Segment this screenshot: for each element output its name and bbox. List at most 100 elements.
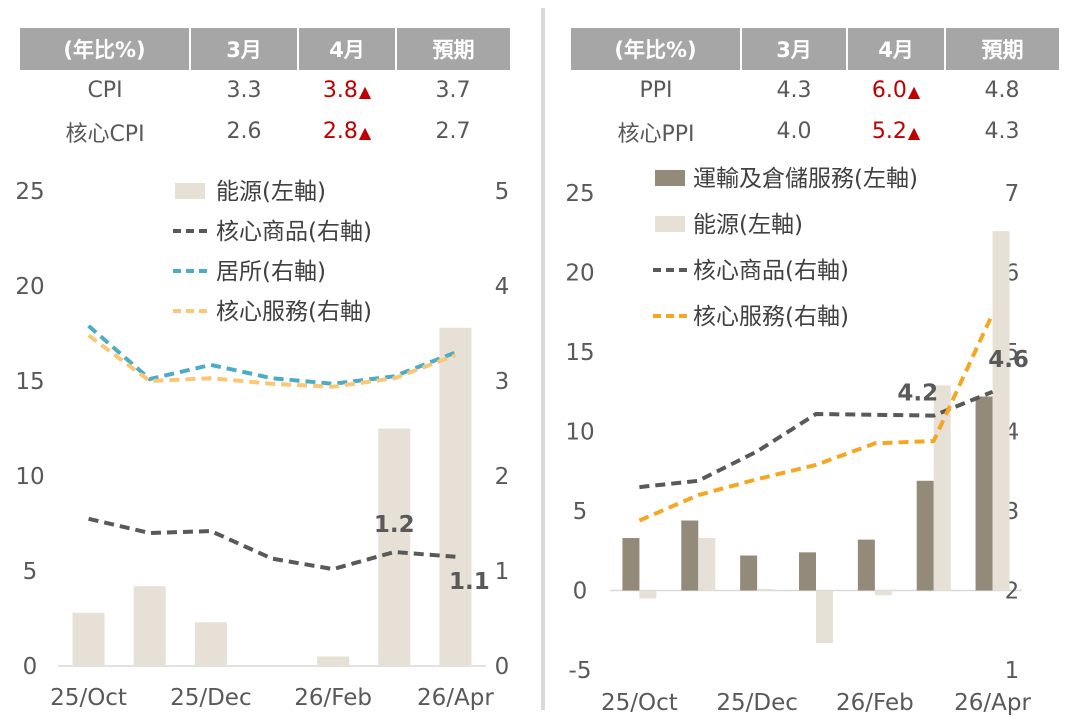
left-axis-tick-label: -5	[569, 658, 592, 684]
left-axis-tick-label: 0	[23, 654, 38, 680]
data-label: 4.6	[988, 347, 1029, 373]
bar	[799, 552, 816, 591]
x-axis-tick-label: 25/Dec	[716, 690, 798, 716]
bar	[874, 590, 892, 596]
x-axis-tick-label: 26/Apr	[417, 685, 494, 711]
bar	[622, 538, 640, 591]
right-axis-tick-label: 5	[495, 179, 510, 205]
ppi-table: (年比%) 3月 4月 預期 PPI 4.3 6.0▲ 4.8 核心PPI 4.…	[571, 28, 1059, 152]
left-axis-tick-label: 5	[573, 499, 588, 525]
table-header-cell: 3月	[190, 28, 299, 70]
cpi-panel: (年比%) 3月 4月 預期 CPI 3.3 3.8▲ 3.7 核心CPI 2.…	[15, 28, 510, 711]
legend-label: 能源(左軸)	[216, 179, 326, 205]
row-label: PPI	[639, 78, 673, 103]
expected-value: 3.7	[435, 78, 471, 103]
table-row: PPI 4.3 6.0▲ 4.8	[571, 70, 1059, 111]
right-axis-tick-label: 2	[495, 464, 510, 490]
bar	[740, 555, 758, 591]
table-header-cell: 預期	[945, 28, 1059, 70]
series-line	[87, 333, 457, 389]
left-axis-tick-label: 15	[15, 369, 44, 395]
right-axis-tick-label: 3	[495, 369, 510, 395]
data-label: 1.1	[449, 569, 490, 595]
x-axis-tick-label: 26/Feb	[836, 690, 914, 716]
right-axis-tick-label: 1	[1005, 658, 1020, 684]
left-axis-tick-label: 5	[23, 559, 38, 585]
bar	[439, 327, 472, 666]
bar	[317, 656, 350, 666]
table-row: CPI 3.3 3.8▲ 3.7	[20, 70, 510, 111]
up-arrow-icon: ▲	[907, 123, 921, 142]
left-axis-tick-label: 15	[565, 340, 594, 366]
table-header-cell: 4月	[298, 28, 397, 70]
march-value: 2.6	[226, 119, 262, 144]
x-axis-tick-label: 25/Dec	[170, 685, 252, 711]
legend-label: 運輸及倉儲服務(左軸)	[693, 166, 918, 192]
table-header-cell: (年比%)	[20, 28, 191, 70]
bar	[698, 538, 716, 591]
row-label: CPI	[87, 78, 123, 103]
bar	[133, 586, 166, 666]
bar	[378, 428, 411, 666]
table-header-cell: 4月	[847, 28, 946, 70]
april-value: 2.8	[322, 119, 358, 144]
expected-value: 2.7	[435, 119, 471, 144]
x-axis-tick-label: 26/Feb	[294, 685, 372, 711]
left-axis-tick-label: 0	[573, 579, 588, 605]
left-axis-tick-label: 10	[15, 464, 44, 490]
april-value: 3.8	[322, 78, 358, 103]
x-axis-tick-label: 25/Oct	[50, 685, 127, 711]
right-axis-tick-label: 1	[495, 559, 510, 585]
data-label: 1.2	[374, 512, 415, 538]
up-arrow-icon: ▲	[907, 82, 921, 101]
legend-label: 核心服務(右軸)	[216, 299, 372, 325]
left-axis-tick-label: 25	[15, 179, 44, 205]
april-value-cell: 3.8▲	[298, 70, 396, 111]
march-value: 4.3	[776, 78, 812, 103]
cpi-table: (年比%) 3月 4月 預期 CPI 3.3 3.8▲ 3.7 核心CPI 2.…	[20, 28, 510, 152]
left-axis-tick-label: 25	[565, 181, 594, 207]
legend-label: 核心服務(右軸)	[693, 304, 849, 330]
march-value: 4.0	[776, 119, 812, 144]
april-value-cell: 6.0▲	[847, 70, 945, 111]
expected-value: 4.3	[984, 119, 1020, 144]
panel-divider	[541, 8, 545, 710]
series-line	[638, 312, 995, 523]
bar	[933, 385, 951, 591]
row-label: 核心CPI	[65, 121, 145, 147]
series-line	[639, 389, 994, 490]
legend-swatch	[655, 216, 685, 232]
march-value: 3.3	[226, 78, 262, 103]
bar	[975, 396, 993, 591]
table-header-cell: 預期	[396, 28, 510, 70]
april-value-cell: 2.8▲	[298, 111, 396, 152]
table-header-cell: (年比%)	[571, 28, 742, 70]
april-value: 5.2	[871, 119, 907, 144]
table-header-row: (年比%) 3月 4月 預期	[571, 28, 1059, 70]
left-axis-tick-label: 20	[565, 261, 594, 287]
legend-swatch	[655, 170, 685, 186]
row-label: 核心PPI	[617, 121, 695, 147]
table-header-cell: 3月	[741, 28, 848, 70]
x-axis-tick-label: 26/Apr	[954, 690, 1031, 716]
bar	[816, 590, 833, 643]
up-arrow-icon: ▲	[358, 82, 372, 101]
legend-label: 核心商品(右軸)	[693, 258, 849, 284]
bar	[757, 588, 775, 591]
x-axis-tick-label: 25/Oct	[601, 690, 678, 716]
right-axis-tick-label: 4	[495, 274, 510, 300]
right-axis-tick-label: 7	[1005, 181, 1020, 207]
ppi-panel: (年比%) 3月 4月 預期 PPI 4.3 6.0▲ 4.8 核心PPI 4.…	[548, 0, 1077, 718]
left-axis-tick-label: 20	[15, 274, 44, 300]
bar	[992, 231, 1010, 591]
cpi-components-chart: 0 5 10 15 20 25 0 1 2 3 4 5 25/Oct 25/Dec 26/Feb 26/Apr…	[15, 179, 510, 711]
table-header-row: (年比%) 3月 4月 預期	[20, 28, 510, 70]
bar	[72, 612, 105, 666]
legend-label: 能源(左軸)	[693, 212, 803, 238]
legend-swatch	[175, 183, 205, 199]
bar	[194, 622, 227, 666]
legend-label: 核心商品(右軸)	[216, 219, 372, 245]
bar	[639, 590, 657, 599]
legend-label: 居所(右軸)	[216, 259, 326, 285]
